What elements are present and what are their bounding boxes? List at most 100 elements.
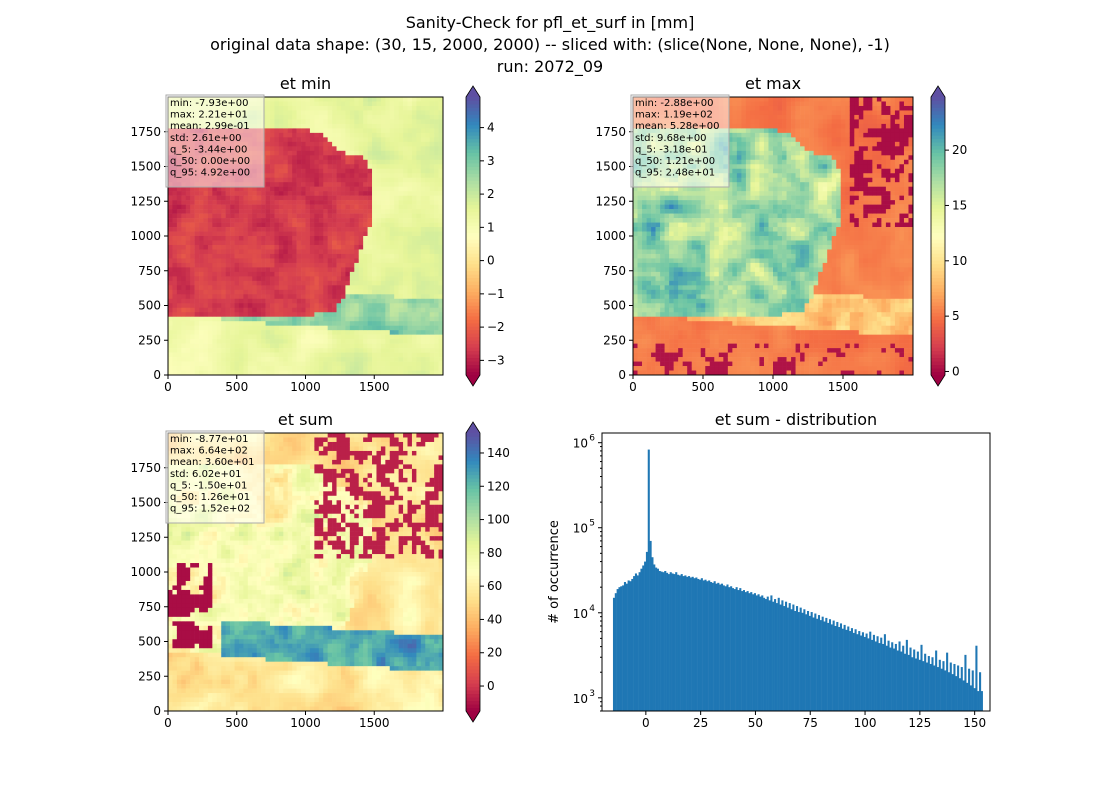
heatmap-cell xyxy=(309,325,315,331)
heatmap-cell xyxy=(642,285,647,291)
heatmap-cell xyxy=(664,258,670,264)
heatmap-cell xyxy=(700,343,706,349)
heatmap-cell xyxy=(354,146,360,152)
heatmap-cell xyxy=(296,289,302,295)
colorbar-step xyxy=(466,100,480,105)
heatmap-cell xyxy=(673,244,679,250)
heatmap-cell xyxy=(349,258,355,264)
heatmap-cell xyxy=(225,294,231,300)
heatmap-cell xyxy=(230,244,235,250)
heatmap-cell xyxy=(429,352,435,358)
heatmap-cell xyxy=(176,330,182,335)
heatmap-cell xyxy=(256,276,262,282)
heatmap-cell xyxy=(230,218,235,223)
heatmap-cell xyxy=(212,316,218,322)
heatmap-cell xyxy=(363,366,368,371)
heatmap-cell xyxy=(669,271,674,277)
heatmap-cell xyxy=(327,114,333,120)
heatmap-cell xyxy=(420,150,426,156)
heatmap-cell xyxy=(176,366,182,371)
heatmap-cell xyxy=(372,114,377,120)
heatmap-cell xyxy=(411,366,417,371)
heatmap-cell xyxy=(358,285,364,291)
heatmap-cell xyxy=(633,244,638,250)
heatmap-cell xyxy=(389,267,395,273)
heatmap-cell xyxy=(332,276,337,282)
heatmap-cell xyxy=(199,204,204,210)
heatmap-cell xyxy=(407,173,413,179)
heatmap-cell xyxy=(287,352,293,358)
heatmap-cell xyxy=(687,343,693,349)
heatmap-cell xyxy=(633,294,638,300)
heatmap-cell xyxy=(318,128,324,134)
heatmap-cell xyxy=(682,339,688,344)
heatmap-cell xyxy=(700,316,706,322)
heatmap-cell xyxy=(416,155,422,161)
heatmap-cell xyxy=(633,321,638,326)
heatmap-cell xyxy=(646,366,652,371)
heatmap-cell xyxy=(230,307,235,313)
heatmap-cell xyxy=(274,182,280,187)
heatmap-cell xyxy=(434,271,439,277)
heatmap-cell xyxy=(429,186,435,192)
heatmap-cell xyxy=(212,209,218,214)
heatmap-cell xyxy=(687,249,693,255)
heatmap-cell xyxy=(646,222,652,228)
heatmap-cell xyxy=(323,298,328,304)
heatmap-cell xyxy=(287,150,293,156)
heatmap-cell xyxy=(340,262,346,268)
heatmap-cell xyxy=(190,298,195,304)
heatmap-cell xyxy=(687,222,693,228)
colorbar-step xyxy=(466,117,480,122)
heatmap-cell xyxy=(349,321,355,326)
heatmap-cell xyxy=(340,97,346,102)
heatmap-cell xyxy=(434,213,439,219)
heatmap-cell xyxy=(372,128,377,134)
heatmap-cell xyxy=(301,110,306,116)
heatmap-cell xyxy=(633,200,638,205)
heatmap-cell xyxy=(354,114,360,120)
heatmap-cell xyxy=(420,267,426,273)
heatmap-cell xyxy=(358,366,364,371)
heatmap-cell xyxy=(420,218,426,223)
heatmap-cell xyxy=(278,231,284,237)
heatmap-cell xyxy=(305,182,311,187)
heatmap-cell xyxy=(327,325,333,331)
heatmap-cell xyxy=(678,330,683,335)
heatmap-cell xyxy=(420,128,426,134)
heatmap-cell xyxy=(651,218,656,223)
heatmap-cell xyxy=(247,303,253,309)
heatmap-cell xyxy=(380,146,386,152)
heatmap-cell xyxy=(434,173,439,179)
heatmap-cell xyxy=(274,366,280,371)
heatmap-cell xyxy=(349,352,355,358)
heatmap-cell xyxy=(363,307,368,313)
heatmap-cell xyxy=(327,244,333,250)
heatmap-cell xyxy=(385,370,391,376)
heatmap-cell xyxy=(345,267,351,273)
heatmap-cell xyxy=(185,236,191,241)
heatmap-cell xyxy=(687,325,693,331)
colorbar-step xyxy=(466,204,480,209)
heatmap-cell xyxy=(323,195,328,201)
heatmap-cell xyxy=(380,128,386,134)
heatmap-cell xyxy=(345,123,351,129)
heatmap-cell xyxy=(669,357,674,362)
heatmap-cell xyxy=(372,173,377,179)
heatmap-cell xyxy=(354,227,360,232)
heatmap-cell xyxy=(416,128,422,134)
heatmap-cell xyxy=(678,200,683,205)
heatmap-cell xyxy=(199,357,204,362)
heatmap-cell xyxy=(305,280,311,286)
heatmap-cell xyxy=(394,213,399,219)
heatmap-cell xyxy=(394,114,399,120)
heatmap-cell xyxy=(682,253,688,259)
heatmap-cell xyxy=(403,366,408,371)
heatmap-cell xyxy=(238,218,244,223)
heatmap-cell xyxy=(429,110,435,116)
heatmap-cell xyxy=(301,253,306,259)
heatmap-cell xyxy=(181,204,187,210)
heatmap-cell xyxy=(278,366,284,371)
heatmap-cell xyxy=(633,231,638,237)
heatmap-cell xyxy=(336,339,342,344)
